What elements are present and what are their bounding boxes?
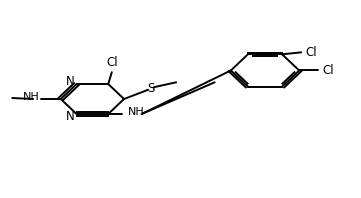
Text: Cl: Cl <box>305 46 317 59</box>
Text: S: S <box>147 82 155 95</box>
Text: NH: NH <box>22 92 39 102</box>
Text: Cl: Cl <box>322 64 334 77</box>
Text: NH: NH <box>128 107 145 117</box>
Text: N: N <box>66 110 74 123</box>
Text: N: N <box>66 75 74 88</box>
Text: Cl: Cl <box>106 56 118 69</box>
